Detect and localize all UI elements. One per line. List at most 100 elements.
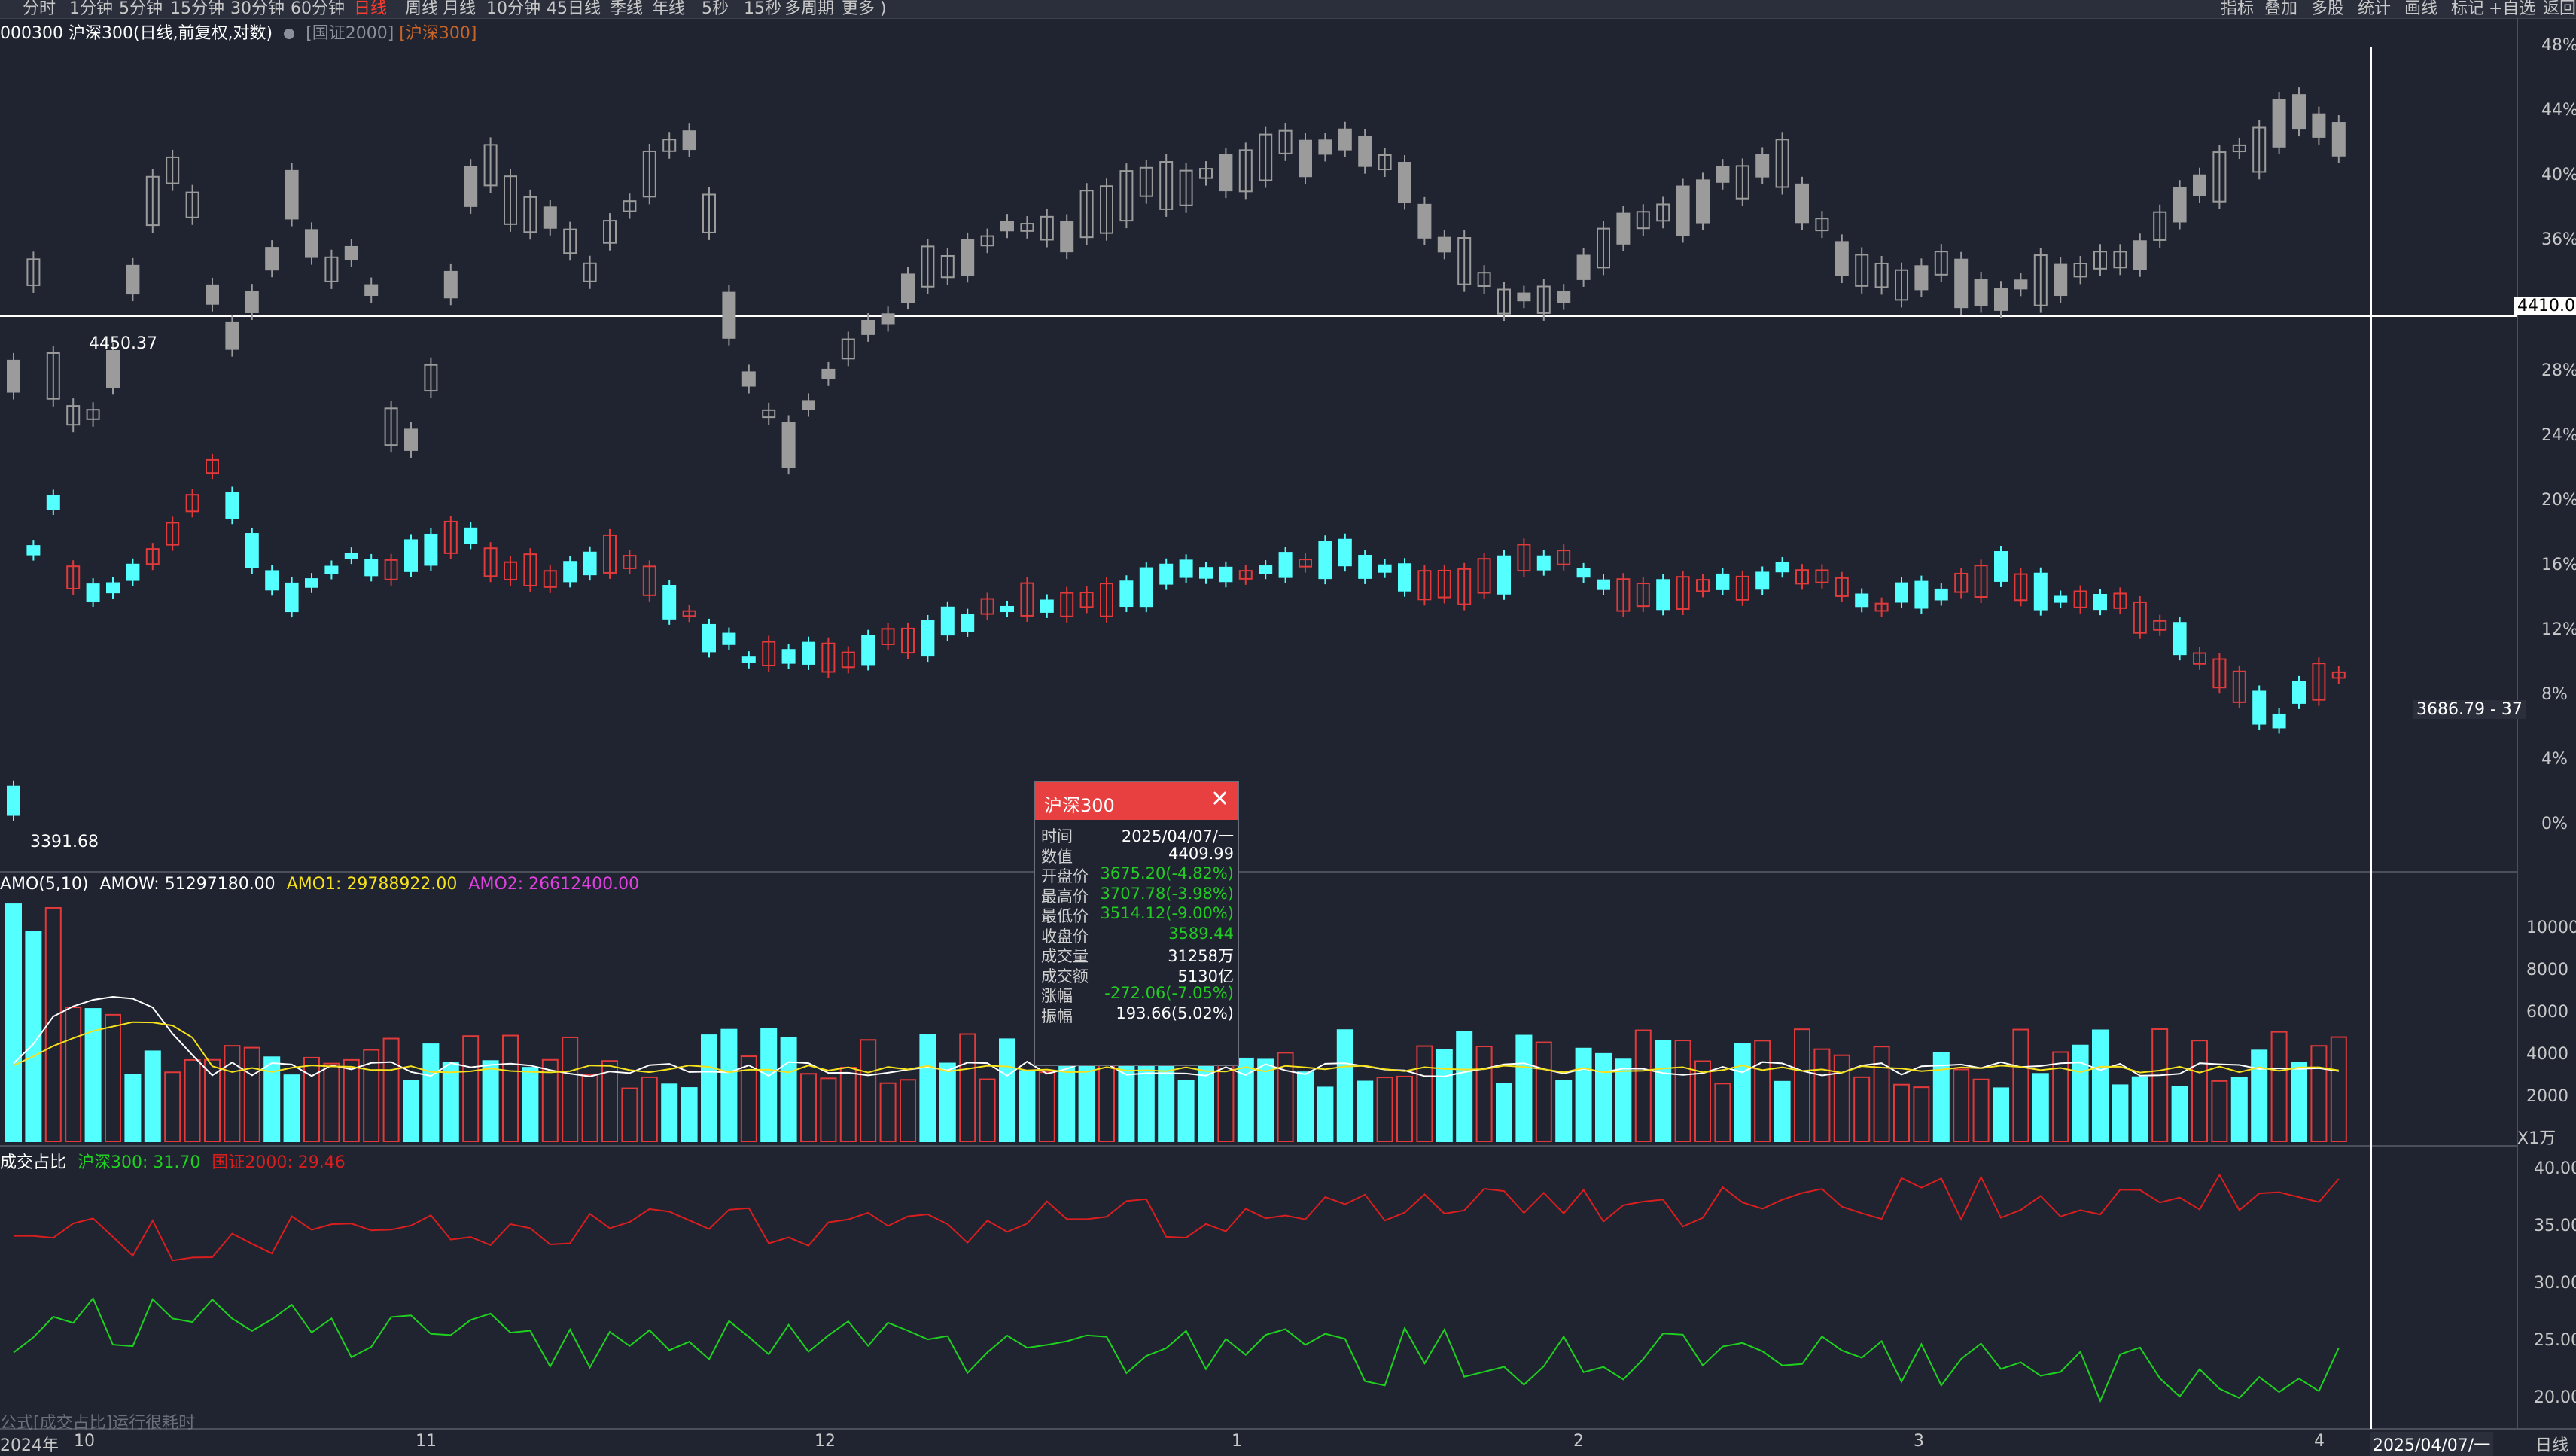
price-candle xyxy=(1477,558,1491,594)
tooltip-row-label: 收盘价 xyxy=(1041,927,1089,946)
price-candle xyxy=(781,649,796,664)
price-candle xyxy=(7,785,20,816)
overlay-hs300-label[interactable]: [沪深300] xyxy=(399,24,477,43)
tooltip-row: 振幅 193.66(5.02%) xyxy=(1035,1004,1238,1025)
price-candle xyxy=(1914,580,1929,609)
toolbar-tool[interactable]: 指标 xyxy=(2221,0,2255,18)
toolbar-item[interactable]: 30分钟 xyxy=(230,0,285,18)
ratio-hs300-line xyxy=(13,1296,2340,1403)
price-candle xyxy=(901,627,915,654)
price-candle xyxy=(1517,544,1531,572)
toolbar-item[interactable]: 月线 xyxy=(443,0,477,18)
overlay-candle xyxy=(1219,154,1233,192)
toolbar-item[interactable]: 15分钟 xyxy=(170,0,224,18)
overlay-candle xyxy=(1100,185,1113,234)
toolbar-item[interactable]: 10分钟 xyxy=(486,0,540,18)
toolbar-item[interactable]: 1分钟 xyxy=(69,0,113,18)
amo-bar xyxy=(1019,1070,1036,1142)
amo-bar xyxy=(1734,1043,1751,1143)
overlay-candle xyxy=(762,409,776,419)
toolbar-tool[interactable]: 统计 xyxy=(2358,0,2392,18)
toolbar-item[interactable]: 周线 xyxy=(405,0,439,18)
amo-bar xyxy=(2151,1028,2169,1143)
toolbar-tool[interactable]: 多股 xyxy=(2311,0,2345,18)
amo-bar xyxy=(681,1087,698,1142)
tooltip-header[interactable]: 沪深300 ✕ xyxy=(1035,782,1238,820)
tooltip-row-value: 5130亿 xyxy=(1177,967,1234,985)
price-axis-tick: 48% xyxy=(2541,36,2576,55)
overlay-candle xyxy=(2312,113,2326,138)
toolbar-item[interactable]: 5分钟 xyxy=(119,0,163,18)
overlay-candle xyxy=(2153,211,2167,241)
ratio-hs300-value: 沪深300: 31.70 xyxy=(78,1153,201,1172)
period-label[interactable]: 日线 xyxy=(2535,1436,2569,1455)
amo-bar xyxy=(184,1058,201,1142)
toolbar-item[interactable]: 季线 xyxy=(610,0,644,18)
price-candle xyxy=(404,539,418,572)
data-tooltip-window[interactable]: 沪深300 ✕ 时间 2025/04/07/一 数值 4409.99 开盘价 3675.2… xyxy=(1034,781,1239,1066)
amo-bar xyxy=(1436,1049,1453,1143)
overlay-candle xyxy=(1676,185,1690,236)
overlay-candle xyxy=(1139,166,1153,197)
price-candle xyxy=(662,584,677,620)
tooltip-row: 数值 4409.99 xyxy=(1035,845,1238,866)
overlay-candle xyxy=(2133,240,2147,270)
amo-bar xyxy=(2230,1077,2248,1143)
toolbar-item[interactable]: 15秒 xyxy=(744,0,781,18)
overlay-candle xyxy=(1079,190,1094,239)
price-candle xyxy=(1616,578,1631,612)
price-candle xyxy=(26,545,41,556)
price-candle xyxy=(1895,582,1908,603)
price-candle xyxy=(1159,563,1174,585)
amo-bar xyxy=(1217,1063,1235,1142)
settings-dot-icon[interactable] xyxy=(284,29,295,39)
amo-bar xyxy=(879,1082,897,1142)
ratio-title[interactable]: 成交占比 xyxy=(0,1153,67,1172)
amo-bar xyxy=(84,1008,102,1143)
toolbar-item[interactable]: 45日线 xyxy=(547,0,601,18)
toolbar-item[interactable]: 分时 xyxy=(23,0,56,18)
amo-unit-label: X1万 xyxy=(2517,1129,2556,1148)
overlay-candle xyxy=(1974,279,1988,306)
overlay-candle xyxy=(1616,212,1631,245)
amo-bar xyxy=(1913,1086,1930,1142)
price-candle xyxy=(2073,590,2087,608)
overlay-candle xyxy=(225,321,239,350)
toolbar-tool[interactable]: 标记 xyxy=(2451,0,2485,18)
price-candle xyxy=(2252,690,2267,725)
price-axis-tick: 24% xyxy=(2541,426,2576,445)
overlay-candle xyxy=(563,228,577,254)
price-candle xyxy=(2113,592,2127,609)
amo-ma-yellow-line xyxy=(13,1021,2339,1074)
amo-bar xyxy=(1794,1028,1810,1143)
overlay-candle xyxy=(642,150,656,198)
amo-title[interactable]: AMO(5,10) xyxy=(0,875,89,894)
price-candle xyxy=(464,527,478,544)
tooltip-row: 最低价 3514.12(-9.00%) xyxy=(1035,904,1238,925)
price-candle xyxy=(603,534,617,574)
price-candle xyxy=(364,559,379,577)
overlay-candle xyxy=(741,371,756,387)
toolbar-tool[interactable]: +自选 xyxy=(2489,0,2536,18)
price-candle xyxy=(2312,663,2326,701)
toolbar-item[interactable]: 更多 ) xyxy=(842,0,887,18)
amo-bar xyxy=(44,906,62,1142)
toolbar-tool[interactable]: 叠加 xyxy=(2264,0,2298,18)
toolbar-tool[interactable]: 返回 xyxy=(2543,0,2576,18)
price-candle xyxy=(1119,580,1134,608)
toolbar-item[interactable]: 日线 xyxy=(354,0,388,18)
toolbar-tool[interactable]: 画线 xyxy=(2404,0,2438,18)
amo-bar xyxy=(323,1062,340,1142)
toolbar-item[interactable]: 多周期 xyxy=(784,0,835,18)
overlay-candle xyxy=(2331,122,2346,157)
price-candle xyxy=(1656,579,1670,611)
toolbar-item[interactable]: 60分钟 xyxy=(291,0,345,18)
toolbar-item[interactable]: 5秒 xyxy=(702,0,729,18)
low-price-label: 3391.68 xyxy=(30,833,99,851)
close-icon[interactable]: ✕ xyxy=(1210,786,1229,812)
toolbar-item[interactable]: 年线 xyxy=(652,0,686,18)
tooltip-row-value: 3675.20(-4.82%) xyxy=(1100,864,1234,882)
overlay-gz2000-label[interactable]: [国证2000] xyxy=(306,24,394,43)
amo-bar xyxy=(204,1058,221,1142)
price-candle xyxy=(145,548,160,565)
